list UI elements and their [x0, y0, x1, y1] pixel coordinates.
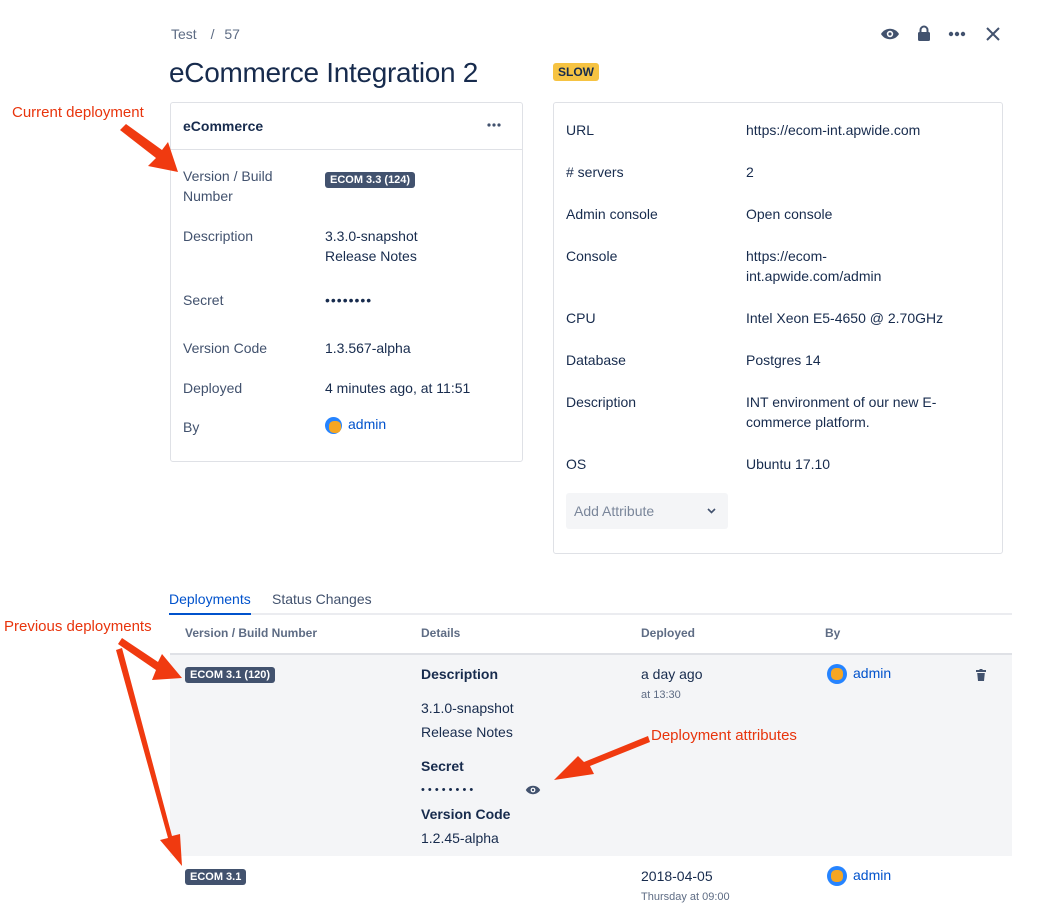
show-secret-eye-icon[interactable] [525, 784, 541, 796]
label-description: Description [183, 228, 254, 244]
label-by: By [183, 419, 200, 435]
tab-deployments[interactable]: Deployments [169, 591, 251, 615]
attr-label: CPU [566, 310, 596, 326]
version-lozenge: ECOM 3.3 (124) [325, 172, 416, 188]
attr-label: # servers [566, 164, 624, 180]
label-secret: Secret [183, 292, 224, 308]
app-name: eCommerce [183, 118, 264, 134]
breadcrumb-id[interactable]: 57 [224, 26, 240, 42]
attr-label: URL [566, 122, 595, 138]
attr-value: INT environment of our new E-commerce pl… [746, 394, 937, 430]
deployed-time: a day ago [641, 666, 703, 682]
value-description: 3.3.0-snapshot [325, 228, 418, 244]
annotation-current-deployment: Current deployment [12, 104, 144, 121]
deployed-subtime: at 13:30 [641, 689, 681, 701]
user-link[interactable]: admin [853, 867, 892, 883]
chevron-down-icon [707, 508, 716, 514]
url-link[interactable]: https://ecom-int.apwide.com [746, 122, 921, 138]
deployed-subtime: Thursday at 09:00 [641, 891, 730, 903]
annotation-previous-deployments: Previous deployments [4, 618, 152, 635]
details-version-code: 1.2.45-alpha [421, 830, 499, 846]
attr-label: Description [566, 394, 637, 410]
status-badge: SLOW [553, 63, 599, 81]
avatar [325, 416, 342, 434]
user-link[interactable]: admin [348, 416, 387, 432]
breadcrumb-separator: / [210, 26, 215, 42]
breadcrumb-project[interactable]: Test [171, 26, 197, 42]
details-description-label: Description [421, 666, 499, 682]
lock-icon[interactable] [917, 25, 931, 42]
version-lozenge: ECOM 3.1 (120) [185, 667, 276, 683]
eye-icon[interactable] [880, 26, 900, 42]
version-lozenge: ECOM 3.1 [185, 869, 247, 885]
avatar [827, 664, 847, 685]
column-header-details: Details [421, 626, 461, 640]
close-icon[interactable] [985, 26, 1001, 42]
details-version-code-label: Version Code [421, 806, 511, 822]
details-secret: • • • • • • • • [421, 784, 474, 796]
attr-label: OS [566, 456, 587, 472]
release-notes-link[interactable]: Release Notes [421, 724, 513, 740]
value-version-code: 1.3.567-alpha [325, 340, 411, 356]
label-version: Version / Build Number [183, 168, 273, 204]
annotation-deployment-attributes: Deployment attributes [651, 727, 797, 744]
header-divider [170, 653, 1012, 655]
column-header-by: By [825, 626, 841, 640]
details-secret-label: Secret [421, 758, 464, 774]
open-console-link[interactable]: Open console [746, 206, 833, 222]
column-header-version[interactable]: Version / Build Number [185, 626, 318, 640]
label-version-code: Version Code [183, 340, 268, 356]
more-icon[interactable] [948, 31, 966, 37]
attr-label: Database [566, 352, 626, 368]
attr-value: Postgres 14 [746, 352, 821, 368]
details-description: 3.1.0-snapshot [421, 700, 514, 716]
breadcrumb: Test / 57 [171, 26, 240, 42]
card-header: eCommerce [171, 103, 522, 150]
release-notes-link[interactable]: Release Notes [325, 248, 417, 264]
avatar [827, 866, 847, 887]
card-more-icon[interactable] [487, 123, 501, 127]
page-title: eCommerce Integration 2 [169, 57, 479, 88]
deployed-time: 2018-04-05 [641, 868, 713, 884]
value-secret: •••••••• [325, 292, 373, 308]
column-header-deployed[interactable]: Deployed [641, 626, 696, 640]
add-attribute-label: Add Attribute [574, 503, 655, 519]
tab-status-changes[interactable]: Status Changes [272, 591, 372, 607]
trash-icon[interactable] [976, 669, 986, 681]
attr-label: Console [566, 248, 618, 264]
table-row: ECOM 3.1 2018-04-05 Thursday at 09:00 ad… [170, 858, 1012, 912]
environment-attributes-card: URL https://ecom-int.apwide.com # server… [553, 102, 1003, 554]
current-deployment-card: eCommerce Version / Build Number ECOM 3.… [170, 102, 523, 462]
value-deployed: 4 minutes ago, at 11:51 [325, 380, 471, 396]
attr-value: 2 [746, 164, 754, 180]
attr-value: Intel Xeon E5-4650 @ 2.70GHz [746, 310, 944, 326]
attr-value: Ubuntu 17.10 [746, 456, 831, 472]
table-row: ECOM 3.1 (120) Description 3.1.0-snapsho… [170, 655, 1012, 856]
user-link[interactable]: admin [853, 665, 892, 681]
attr-label: Admin console [566, 206, 658, 222]
label-deployed: Deployed [183, 380, 243, 396]
tabs-divider [170, 613, 1012, 615]
console-link[interactable]: https://ecom-int.apwide.com/admin [746, 248, 882, 284]
add-attribute-select[interactable]: Add Attribute [566, 493, 728, 529]
